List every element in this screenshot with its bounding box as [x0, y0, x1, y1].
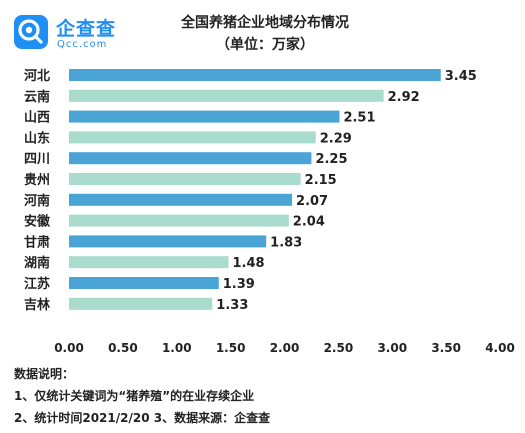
category-label: 江苏	[24, 276, 50, 292]
bar	[69, 110, 340, 123]
data-label: 1.33	[216, 298, 248, 313]
x-tick-label: 4.00	[485, 341, 515, 355]
x-tick-label: 2.00	[270, 341, 300, 355]
bar-chart: 河北 3.45 云南 2.92 山西 2.51 山东 2.29 四川 2.25 贵州 2.15 河南 2.…	[24, 68, 515, 355]
x-tick-label: 1.50	[216, 341, 246, 355]
category-label: 山西	[24, 110, 50, 126]
notes-heading: 数据说明：	[14, 367, 75, 381]
data-label: 2.04	[293, 215, 325, 230]
category-label: 山东	[24, 130, 50, 146]
bar	[69, 131, 316, 144]
bar	[69, 152, 312, 165]
bar	[69, 69, 441, 81]
data-label: 1.83	[270, 235, 302, 250]
x-tick-label: 2.50	[324, 341, 354, 355]
x-tick-label: 3.00	[377, 341, 407, 355]
x-tick-label: 1.00	[162, 341, 192, 355]
x-tick-label: 0.50	[108, 341, 138, 355]
chart-subtitle: （单位：万家）	[216, 37, 314, 53]
x-tick-label: 0.00	[54, 341, 84, 355]
data-label: 2.15	[305, 173, 337, 188]
qcc-logo: 企查查 Qcc.com	[14, 12, 124, 52]
data-notes: 数据说明： 1、仅统计关键词为“猪养殖”的在业存续企业 2、统计时间2021/2…	[14, 363, 514, 429]
category-label: 四川	[24, 152, 50, 167]
bar	[69, 193, 293, 206]
logo-name-en: Qcc.com	[57, 39, 108, 50]
data-label: 2.25	[315, 152, 347, 167]
category-label: 安徽	[24, 214, 51, 230]
data-label: 2.92	[388, 90, 420, 105]
data-label: 1.39	[223, 277, 255, 292]
x-tick-label: 3.50	[431, 341, 461, 355]
qcc-logo-icon	[14, 15, 48, 49]
bar	[69, 277, 219, 289]
category-label: 湖南	[24, 255, 50, 271]
data-label: 2.07	[296, 194, 328, 209]
data-label: 2.29	[320, 131, 352, 146]
chart-title: 全国养猪企业地域分布情况	[181, 15, 349, 31]
category-label: 河南	[24, 193, 50, 209]
data-label: 3.45	[445, 69, 477, 84]
category-label: 贵州	[24, 172, 50, 188]
data-label: 2.51	[343, 111, 375, 126]
data-label: 1.48	[232, 256, 264, 271]
bar	[69, 256, 229, 269]
category-label: 吉林	[24, 297, 50, 313]
notes-line-1: 1、仅统计关键词为“猪养殖”的在业存续企业	[14, 389, 255, 403]
bar	[69, 235, 267, 248]
category-label: 甘肃	[24, 234, 50, 250]
category-label: 云南	[24, 89, 50, 105]
bar	[69, 214, 289, 227]
logo-name-cn: 企查查	[56, 18, 117, 40]
bar	[69, 89, 384, 102]
notes-line-2: 2、统计时间2021/2/20 3、数据来源：企查查	[14, 411, 271, 425]
category-label: 河北	[24, 68, 50, 84]
bar	[69, 297, 213, 310]
bar	[69, 173, 301, 185]
